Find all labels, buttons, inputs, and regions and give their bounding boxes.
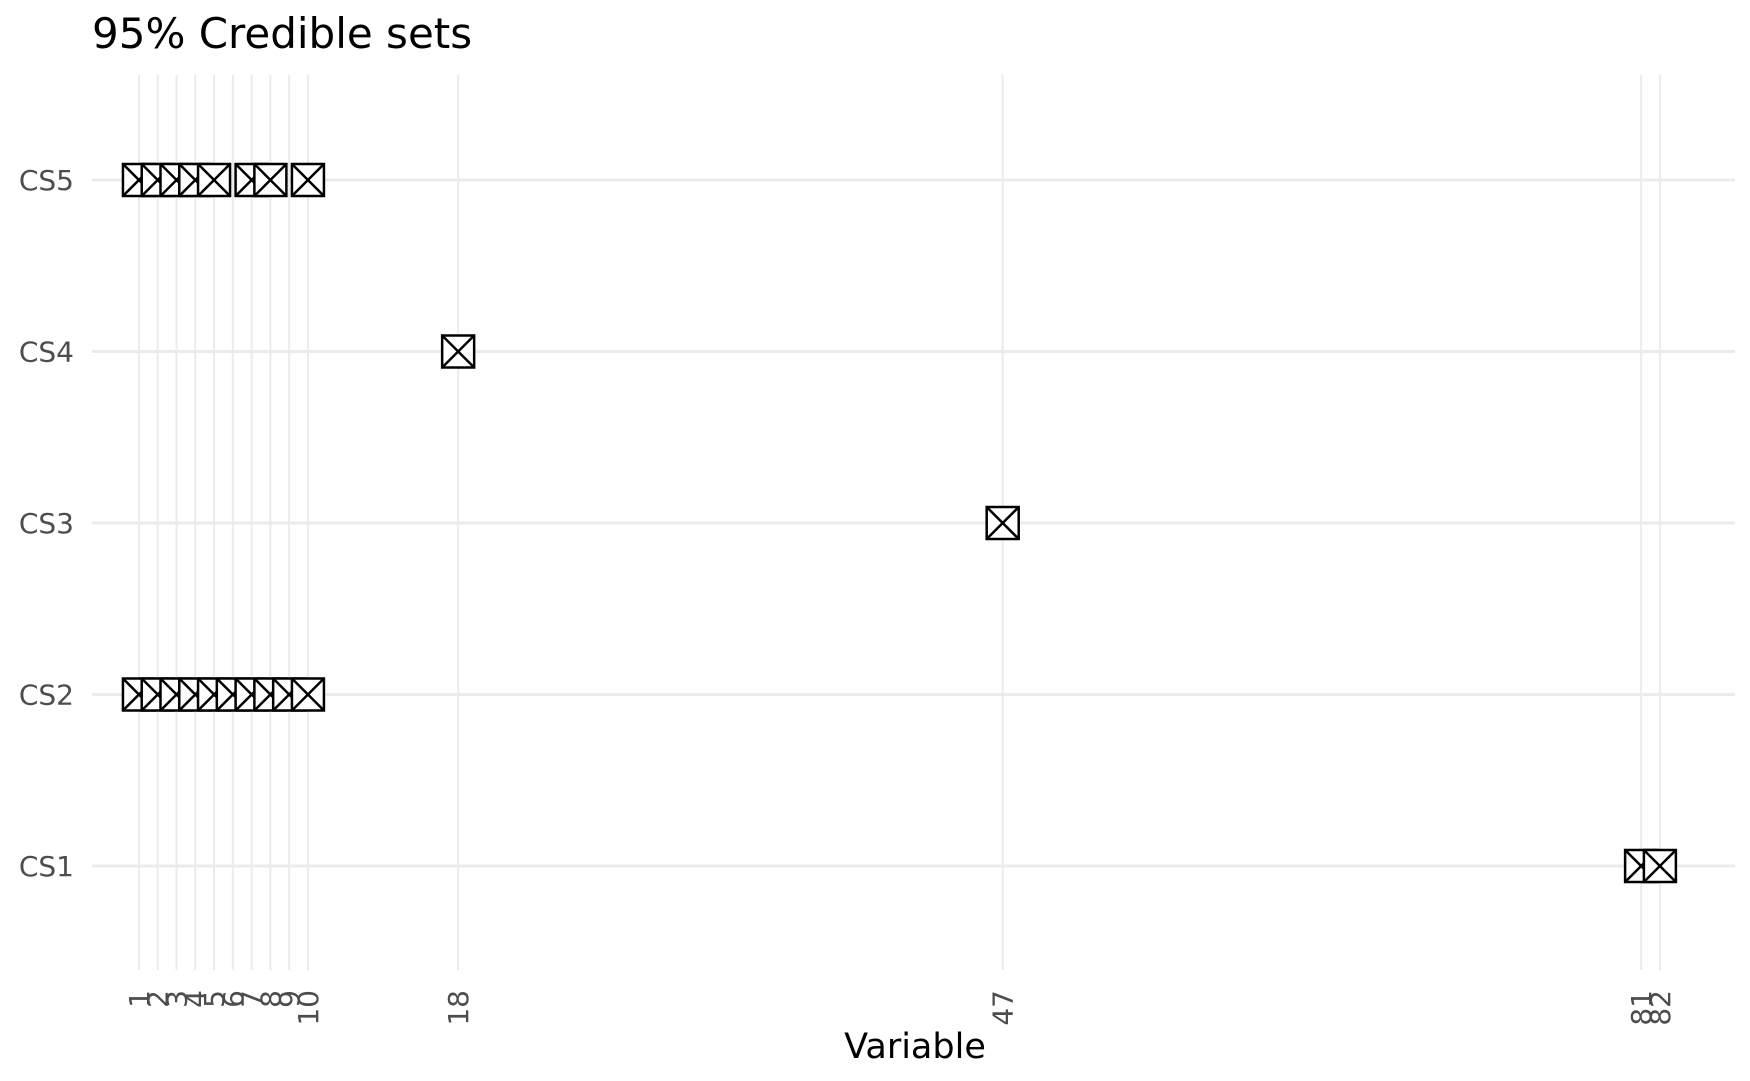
- x-tick-label-9: 9: [273, 990, 306, 1008]
- y-tick-label-CS2: CS2: [19, 679, 74, 712]
- y-tick-label-CS4: CS4: [19, 336, 74, 369]
- point-CS5-5: [196, 162, 232, 198]
- grid-layer: [92, 75, 1735, 970]
- point-CS3-47: [985, 505, 1020, 541]
- point-CS1-82: [1642, 848, 1678, 884]
- x-tick-label-4: 4: [179, 990, 212, 1008]
- x-tick-label-81: 81: [1625, 990, 1658, 1026]
- x-tick-label-47: 47: [987, 990, 1020, 1026]
- point-CS4-18: [440, 334, 476, 369]
- point-CS5-8: [253, 162, 288, 198]
- point-CS5-10: [290, 162, 326, 198]
- marker-layer: [121, 162, 1678, 884]
- x-tick-label-18: 18: [442, 990, 475, 1026]
- y-tick-label-CS5: CS5: [19, 164, 74, 197]
- chart-title: 95% Credible sets: [92, 9, 472, 58]
- x-tick-label-6: 6: [217, 990, 250, 1008]
- x-tick-label-1: 1: [123, 990, 156, 1008]
- x-tick-label-10: 10: [292, 990, 325, 1026]
- point-CS5-1: [121, 162, 157, 198]
- x-tick-label-3: 3: [160, 990, 193, 1008]
- x-tick-label-82: 82: [1644, 990, 1677, 1026]
- y-tick-label-CS3: CS3: [19, 507, 74, 540]
- x-tick-label-5: 5: [198, 990, 231, 1008]
- point-CS2-10: [290, 677, 326, 712]
- x-tick-label-8: 8: [254, 990, 287, 1008]
- y-tick-labels: CS1 CS2 CS3 CS4 CS5: [19, 164, 74, 883]
- x-tick-label-2: 2: [142, 990, 175, 1008]
- x-tick-label-7: 7: [236, 990, 269, 1008]
- x-axis-title: Variable: [844, 1027, 986, 1067]
- y-tick-label-CS1: CS1: [19, 850, 74, 883]
